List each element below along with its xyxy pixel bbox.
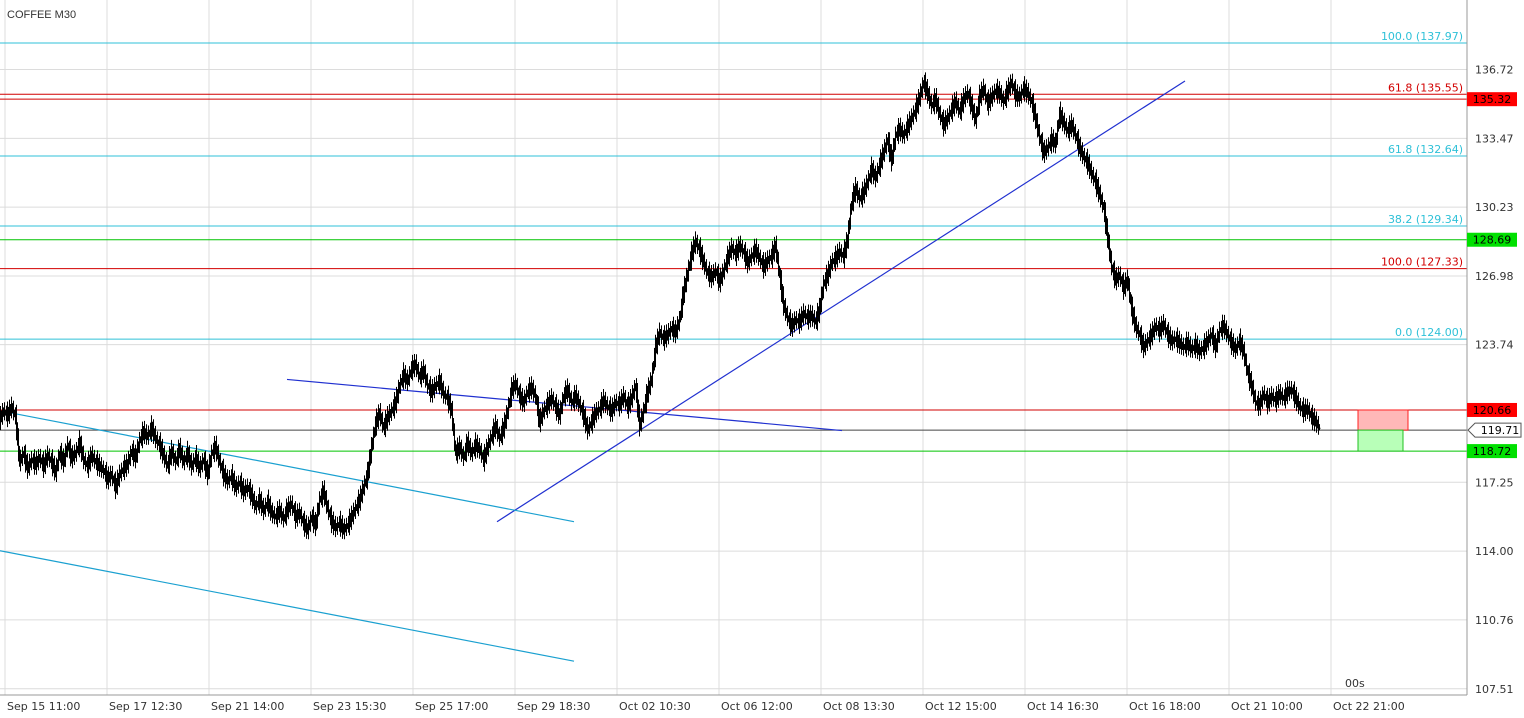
y-tick-label: 117.25 [1475,476,1514,489]
x-tick-label: Sep 15 11:00 [7,700,80,713]
trendline [496,80,1186,523]
y-tick-label: 136.72 [1475,64,1514,77]
trade-zone [1357,409,1409,431]
x-tick-label: Sep 29 18:30 [517,700,590,713]
price-badge [1467,402,1517,417]
trade-zone [1357,429,1404,452]
y-tick-label: 107.51 [1475,683,1514,696]
current-price-tag [1467,422,1522,438]
x-tick-label: Oct 16 18:00 [1129,700,1201,713]
trendline [0,410,575,523]
horizontal-levels [0,42,1467,452]
price-badge [1467,444,1517,459]
x-tick-label: Oct 22 21:00 [1333,700,1405,713]
y-tick-label: 130.23 [1475,201,1514,214]
x-tick-label: Oct 21 10:00 [1231,700,1303,713]
fib-level-label: 61.8 (132.64) [1388,143,1463,156]
fib-level-label: 100.0 (127.33) [1381,256,1463,269]
price-badge [1467,92,1517,107]
y-tick-label: 123.74 [1475,339,1514,352]
current-price-label: 119.71 [1481,424,1520,437]
price-badge [1467,232,1517,247]
chart-title: COFFEE M30 [7,9,77,21]
x-tick-label: Sep 23 15:30 [313,700,386,713]
y-tick-label: 126.98 [1475,270,1514,283]
trendline [0,550,575,662]
x-tick-label: Sep 25 17:00 [415,700,488,713]
y-tick-label: 133.47 [1475,132,1514,145]
trendlines [0,80,1186,662]
price-badge-label: 120.66 [1473,404,1512,417]
price-badge-label: 118.72 [1473,445,1512,458]
price-bars [0,72,1321,540]
x-tick-label: Oct 06 12:00 [721,700,793,713]
fib-level-label: 38.2 (129.34) [1388,213,1463,226]
x-tick-label: Oct 08 13:30 [823,700,895,713]
x-tick-label: Sep 17 12:30 [109,700,182,713]
trendline [286,378,843,432]
grid [0,0,1467,695]
x-tick-label: Oct 12 15:00 [925,700,997,713]
price-badge-label: 135.32 [1473,93,1512,106]
fib-level-label: 0.0 (124.00) [1395,326,1463,339]
x-tick-label: Sep 21 14:00 [211,700,284,713]
trade-zones [1357,409,1409,452]
fib-level-label: 100.0 (137.97) [1381,30,1463,43]
fib-level-label: 61.8 (135.55) [1388,81,1463,94]
y-tick-label: 114.00 [1475,545,1514,558]
bar-countdown: 00s [1345,677,1365,690]
price-badge-label: 128.69 [1473,234,1512,247]
x-tick-label: Oct 02 10:30 [619,700,691,713]
y-tick-label: 110.76 [1475,614,1514,627]
x-tick-label: Oct 14 16:30 [1027,700,1099,713]
level-labels: 100.0 (137.97) 61.8 (135.55) 135.32 61.8 (1… [1381,30,1522,459]
